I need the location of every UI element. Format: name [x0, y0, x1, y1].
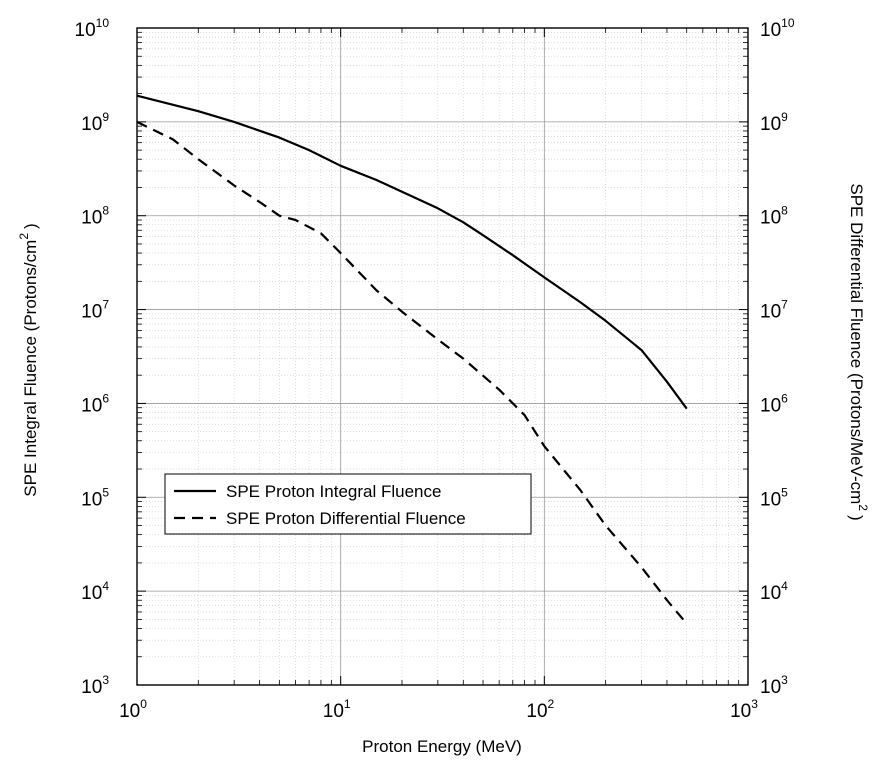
y-tick-label-right-base: 10: [760, 208, 781, 229]
y-tick-label-left-base: 10: [81, 208, 102, 229]
y-tick-label-left: 108: [81, 204, 109, 229]
y-tick-label-right-exp: 9: [781, 110, 788, 124]
y-tick-label-right: 1010: [760, 16, 795, 41]
y-tick-label-right-base: 10: [760, 20, 781, 41]
y-tick-label-left-base: 10: [81, 583, 102, 604]
y-tick-label-left-base: 10: [81, 489, 102, 510]
series-layer: [136, 94, 688, 625]
y-tick-label-left-exp: 10: [96, 16, 110, 30]
x-tick-label-exp: 0: [140, 697, 147, 711]
x-tick-label-base: 10: [526, 701, 547, 722]
y-tick-label-left-base: 10: [81, 677, 102, 698]
y-tick-label-right: 104: [760, 579, 788, 604]
y-tick-label-right-exp: 10: [781, 16, 795, 30]
y-tick-label-right-base: 10: [760, 395, 781, 416]
y-axis-title-left-exp: 2: [17, 233, 31, 240]
y-tick-label-left: 1010: [75, 16, 110, 41]
x-tick-label-base: 10: [119, 701, 140, 722]
y-tick-label-right: 103: [760, 673, 788, 698]
y-axis-title-left-text: SPE Integral Fluence (Protons/cm: [21, 240, 40, 497]
x-tick-label-base: 10: [730, 701, 751, 722]
y-tick-label-right-base: 10: [760, 302, 781, 323]
series-line-integral-fluence: [136, 94, 688, 410]
legend-label-integral: SPE Proton Integral Fluence: [226, 482, 441, 501]
y-tick-label-left-base: 10: [81, 395, 102, 416]
y-tick-label-right-exp: 4: [781, 579, 788, 593]
y-axis-title-left: SPE Integral Fluence (Protons/cm2): [17, 223, 40, 496]
y-tick-label-left: 105: [81, 485, 109, 510]
x-tick-label: 103: [730, 697, 758, 722]
y-tick-label-left: 104: [81, 579, 109, 604]
y-axis-title-left-close: ): [21, 223, 40, 229]
legend-box: [164, 473, 532, 535]
y-tick-label-left-exp: 6: [102, 391, 109, 405]
y-tick-label-right-exp: 8: [781, 204, 788, 218]
y-tick-label-right-exp: 5: [781, 485, 788, 499]
y-tick-label-left-base: 10: [81, 302, 102, 323]
y-tick-label-left-exp: 9: [102, 110, 109, 124]
x-tick-label-exp: 3: [751, 697, 758, 711]
plot-frame: [136, 27, 749, 686]
y-axis-title-right-exp: 2: [856, 504, 870, 511]
y-tick-label-left: 106: [81, 391, 109, 416]
series-line-differential-fluence: [136, 120, 688, 625]
y-tick-label-right: 107: [760, 298, 788, 323]
y-tick-label-right: 108: [760, 204, 788, 229]
y-tick-label-right-base: 10: [760, 583, 781, 604]
y-tick-label-right-exp: 6: [781, 391, 788, 405]
x-tick-label-exp: 1: [344, 697, 351, 711]
axis-ticks: [136, 28, 748, 686]
x-tick-label: 102: [526, 697, 554, 722]
x-tick-label: 100: [119, 697, 147, 722]
y-tick-label-left-base: 10: [75, 20, 96, 41]
y-tick-label-right: 109: [760, 110, 788, 135]
x-tick-label: 101: [323, 697, 351, 722]
x-axis-title: Proton Energy (MeV): [362, 737, 522, 756]
y-tick-label-left-exp: 3: [102, 673, 109, 687]
y-axis-title-right-close: ): [847, 515, 866, 521]
y-tick-label-left-base: 10: [81, 114, 102, 135]
y-tick-label-right-base: 10: [760, 677, 781, 698]
y-tick-label-right-exp: 7: [781, 298, 788, 312]
y-tick-label-right: 106: [760, 391, 788, 416]
x-tick-label-base: 10: [323, 701, 344, 722]
y-tick-label-left: 109: [81, 110, 109, 135]
y-tick-label-right-exp: 3: [781, 673, 788, 687]
y-tick-label-left-exp: 7: [102, 298, 109, 312]
y-tick-label-left: 107: [81, 298, 109, 323]
y-axis-title-right: SPE Differential Fluence (Protons/MeV-cm…: [847, 183, 870, 520]
y-tick-label-left-exp: 4: [102, 579, 109, 593]
y-tick-label-right: 105: [760, 485, 788, 510]
legend: SPE Proton Integral Fluence SPE Proton D…: [164, 473, 532, 535]
y-axis-title-right-text: SPE Differential Fluence (Protons/MeV-cm: [847, 183, 866, 504]
y-tick-label-right-base: 10: [760, 114, 781, 135]
legend-label-differential: SPE Proton Differential Fluence: [226, 509, 466, 528]
y-tick-label-left: 103: [81, 673, 109, 698]
y-tick-label-left-exp: 8: [102, 204, 109, 218]
x-tick-label-exp: 2: [548, 697, 555, 711]
x-tick-labels: 100 101 102 103: [119, 697, 758, 722]
y-tick-label-right-base: 10: [760, 489, 781, 510]
y-tick-label-left-exp: 5: [102, 485, 109, 499]
